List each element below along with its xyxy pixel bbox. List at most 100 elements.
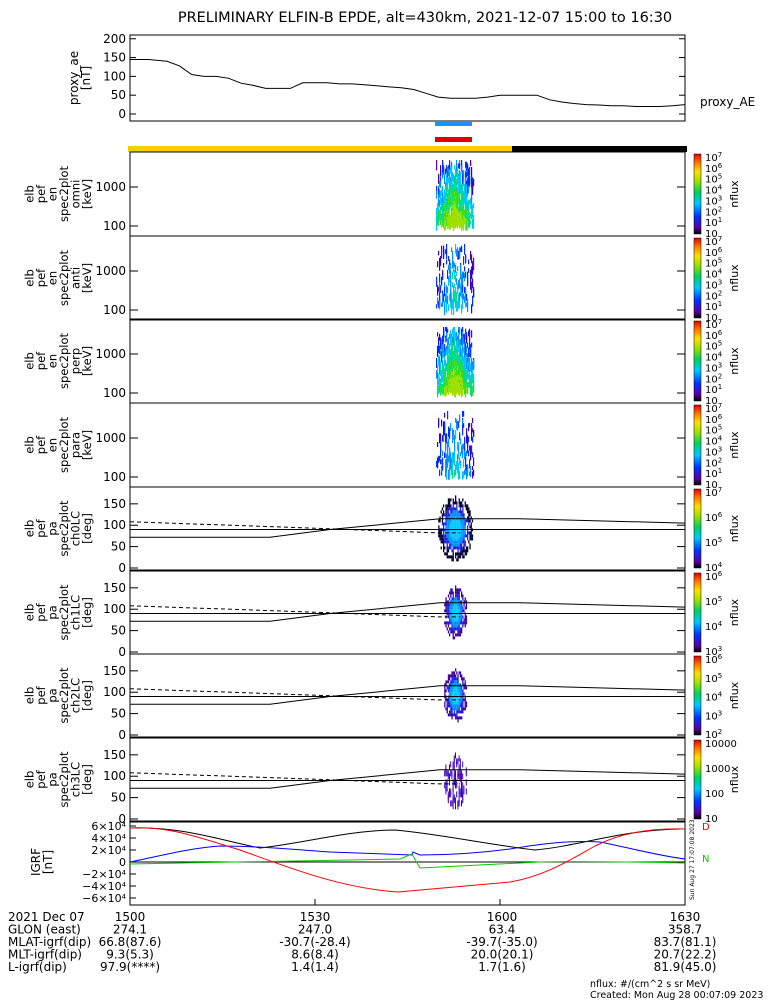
pa-cell — [463, 683, 465, 687]
spectrogram-cell — [440, 378, 442, 383]
energy-panel-frame — [129, 151, 686, 237]
spectrogram-cell — [463, 347, 465, 353]
pa-cell — [456, 507, 458, 511]
pa-cell — [455, 782, 456, 789]
pa-cell — [449, 773, 450, 780]
spectrogram-cell — [459, 247, 461, 255]
spectrogram-cell — [469, 380, 471, 388]
pa-cell — [463, 537, 465, 541]
spectrogram-cell — [446, 220, 448, 227]
pa-cell — [456, 686, 458, 690]
spectrogram-cell — [443, 378, 445, 388]
spectrogram-cell — [471, 387, 473, 397]
pa-cell — [457, 621, 459, 625]
spectrogram-cell — [459, 252, 461, 259]
pa-cell — [445, 770, 447, 777]
spectrogram-cell — [436, 160, 438, 171]
pa-cell — [458, 546, 460, 550]
pa-cell — [459, 534, 462, 538]
pa-cell — [456, 716, 458, 720]
plot-title: PRELIMINARY ELFIN-B EPDE, alt=430km, 202… — [178, 10, 672, 26]
spectrogram-cell — [437, 371, 439, 380]
spectrogram-cell — [469, 445, 471, 451]
spectrogram-cell — [449, 460, 451, 471]
spectrogram-cell — [472, 209, 474, 218]
spectrogram-cell — [456, 337, 458, 342]
pa-cell — [450, 698, 452, 702]
spectrogram-cell — [473, 387, 475, 393]
pa-cell — [461, 540, 463, 544]
pa-panel-ylabel-line: spec2plot — [57, 584, 71, 641]
pa-cell — [450, 591, 452, 595]
pa-cell — [444, 692, 446, 696]
spectrogram-cell — [442, 375, 444, 382]
pa-cell — [456, 671, 458, 675]
pa-cell — [446, 609, 448, 613]
pa-cell — [457, 704, 459, 708]
spectrogram-cell — [440, 387, 442, 396]
spectrogram-cell — [453, 173, 455, 183]
igrf-ylabel-line: [nT] — [41, 850, 55, 874]
spectrogram-cell — [447, 387, 449, 392]
spectrogram-cell — [450, 361, 452, 369]
spectrogram-cell — [463, 411, 465, 417]
pa-cell — [462, 594, 464, 598]
spectrogram-cell — [461, 387, 463, 398]
pa-cell — [465, 701, 468, 705]
pa-cell — [457, 683, 459, 687]
orbit-row-value: 97.9(****) — [100, 960, 160, 974]
pa-cell — [449, 713, 451, 717]
pa-cell — [455, 546, 457, 550]
pa-cell — [451, 519, 453, 523]
spectrogram-cell — [458, 163, 460, 169]
spectrogram-cell — [458, 421, 460, 428]
spectrogram-cell — [447, 185, 449, 192]
spectrogram-cell — [465, 197, 467, 209]
igrf-ytick-label: 6×10⁴ — [91, 820, 126, 833]
spectrogram-cell — [445, 459, 447, 466]
igrf-ytick-label: −4×10⁴ — [82, 880, 126, 893]
spectrogram-cell — [473, 218, 475, 229]
spectrogram-cell — [464, 349, 466, 361]
energy-ytick-label: 100 — [103, 386, 126, 400]
pa-cell — [450, 791, 452, 798]
pa-cell — [462, 606, 464, 610]
pa-cell — [450, 713, 452, 717]
spectrogram-cell — [439, 189, 441, 198]
proxy-ae-ytick-label: 100 — [103, 69, 126, 83]
pa-cell — [462, 597, 464, 601]
colorbar-tick-label: 106 — [705, 570, 723, 583]
spectrogram-cell — [441, 276, 443, 286]
spectrogram-cell — [456, 387, 458, 394]
orbit-row-value: -30.7(-28.4) — [279, 935, 350, 949]
pa-cell — [455, 797, 456, 804]
pa-cell — [452, 510, 454, 514]
spectrogram-cell — [468, 332, 470, 337]
pa-cell — [462, 692, 464, 696]
pa-cell — [452, 543, 454, 547]
spectrogram-cell — [462, 211, 464, 221]
spectrogram-cell — [464, 287, 466, 294]
pa-cell — [462, 680, 464, 684]
pa-cell — [458, 764, 460, 771]
spectrogram-cell — [464, 266, 466, 272]
spectrogram-cell — [452, 256, 454, 263]
pa-cell — [463, 677, 465, 681]
pa-cell — [450, 680, 452, 684]
colorbar-tick-label: 10 — [705, 814, 718, 825]
spectrogram-cell — [441, 373, 443, 379]
pa-cell — [457, 546, 459, 550]
pa-cell — [451, 555, 453, 559]
spectrogram-cell — [445, 466, 447, 471]
spectrogram-cell — [468, 450, 470, 457]
pa-cell — [450, 621, 452, 625]
pa-cell — [455, 513, 457, 517]
pa-cell — [452, 621, 454, 625]
pa-cell — [457, 680, 459, 684]
pa-panel-ylabel-line: pa — [45, 521, 59, 535]
pa-cell — [461, 516, 463, 520]
spectrogram-cell — [452, 220, 454, 228]
pa-cell — [447, 609, 450, 613]
spectrogram-cell — [460, 201, 462, 210]
pa-cell — [449, 555, 451, 559]
